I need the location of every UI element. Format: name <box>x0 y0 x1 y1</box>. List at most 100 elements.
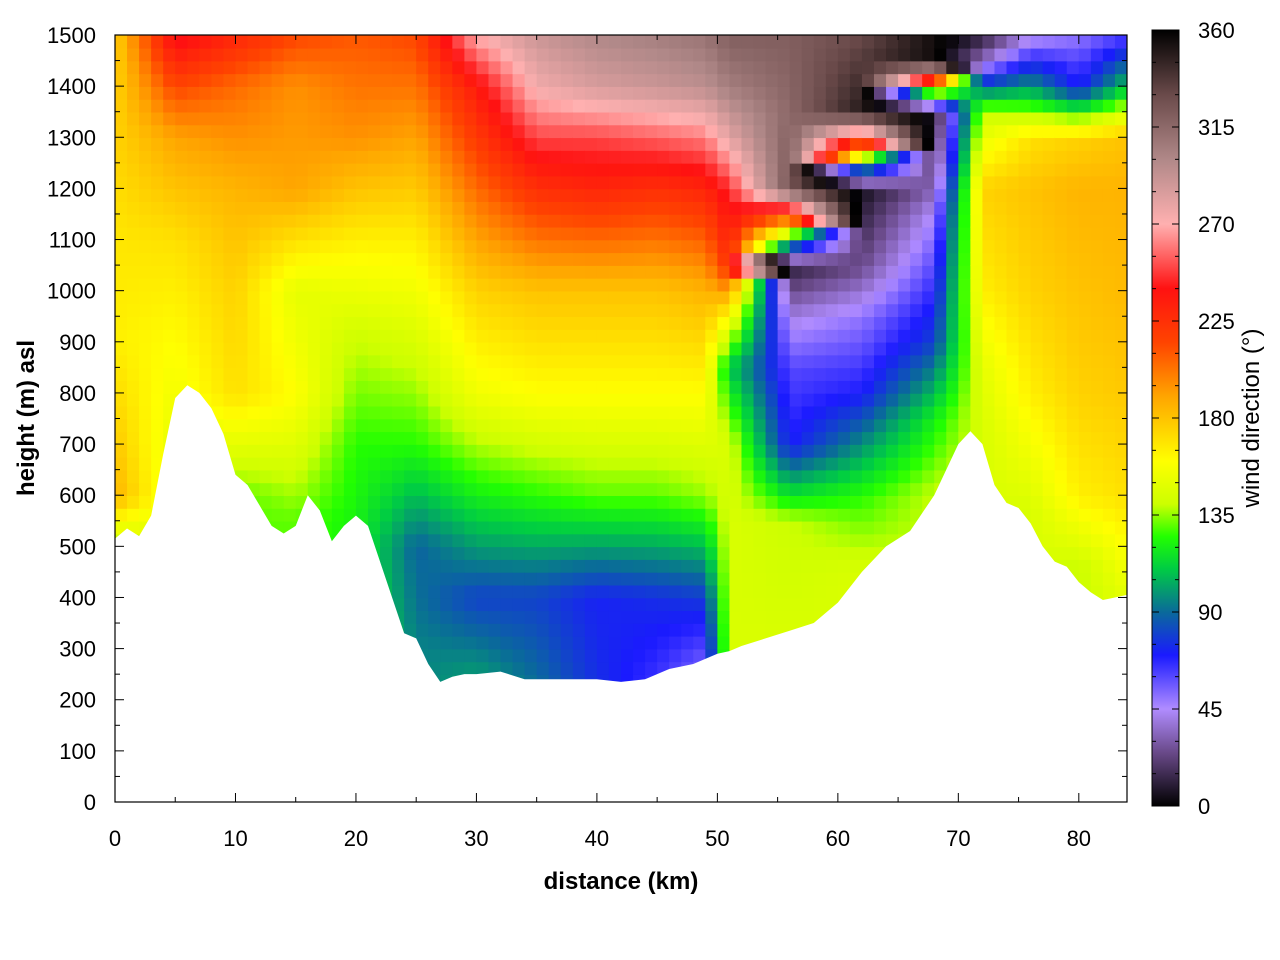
heat-cell <box>572 597 586 612</box>
heat-cell <box>283 431 297 445</box>
heat-cell <box>741 201 755 215</box>
heat-cell <box>861 201 875 215</box>
heat-cell <box>1030 392 1044 407</box>
heat-cell <box>837 277 851 292</box>
heat-cell <box>982 213 996 228</box>
heat-cell <box>560 47 574 62</box>
heat-cell <box>681 507 695 522</box>
heat-cell <box>211 35 225 49</box>
heat-cell <box>777 316 791 330</box>
heat-cell <box>946 354 960 369</box>
heat-cell <box>127 303 140 318</box>
heat-cell <box>307 418 321 433</box>
heat-cell <box>115 290 128 305</box>
heat-cell <box>837 456 851 471</box>
heat-cell <box>452 252 466 266</box>
heat-cell <box>849 392 863 407</box>
heat-cell <box>765 265 779 279</box>
heat-cell <box>922 469 936 484</box>
heat-cell <box>777 60 791 75</box>
heat-cell <box>621 507 634 522</box>
heat-cell <box>621 482 634 496</box>
heat-cell <box>741 290 755 305</box>
heat-cell <box>825 520 839 535</box>
heat-cell <box>789 418 803 433</box>
heat-cell <box>693 495 707 509</box>
heat-cell <box>343 316 357 330</box>
heat-cell <box>139 213 152 228</box>
heat-cell <box>898 482 911 496</box>
heat-cell <box>488 226 502 241</box>
heat-cell <box>837 290 851 305</box>
heat-cell <box>548 444 562 458</box>
heat-cell <box>741 584 755 599</box>
heat-cell <box>825 73 839 87</box>
heat-cell <box>886 341 899 356</box>
heat-cell <box>560 150 574 164</box>
heat-cell <box>440 392 454 407</box>
heat-cell <box>777 367 791 381</box>
heat-cell <box>849 431 863 445</box>
heat-cell <box>1042 175 1056 190</box>
heat-cell <box>380 265 393 279</box>
heat-cell <box>1066 546 1080 560</box>
heat-cell <box>452 213 466 228</box>
heat-cell <box>729 507 743 522</box>
heat-cell <box>536 354 550 369</box>
heat-cell <box>922 239 936 254</box>
heat-cell <box>934 124 948 139</box>
heat-cell <box>548 469 562 484</box>
heat-cell <box>464 303 478 318</box>
heat-cell <box>115 239 128 254</box>
heat-cell <box>584 380 598 394</box>
heat-cell <box>1090 392 1104 407</box>
heat-cell <box>392 520 405 535</box>
heat-cell <box>669 495 683 509</box>
heat-cell <box>669 137 683 151</box>
heat-cell <box>247 111 261 126</box>
heat-cell <box>464 635 478 650</box>
heat-cell <box>886 188 899 202</box>
heat-cell <box>1042 213 1056 228</box>
heat-cell <box>645 162 658 177</box>
heat-cell <box>801 303 815 318</box>
heat-cell <box>512 137 526 151</box>
heat-cell <box>1102 137 1116 151</box>
heat-cell <box>608 265 622 279</box>
heat-cell <box>681 35 695 49</box>
heat-cell <box>512 60 526 75</box>
heat-cell <box>211 303 225 318</box>
heat-cell <box>536 329 550 343</box>
heat-cell <box>440 86 454 100</box>
heat-cell <box>681 559 695 573</box>
heat-cell <box>753 213 767 228</box>
heat-cell <box>295 367 309 381</box>
heat-cell <box>608 418 622 433</box>
heat-cell <box>295 98 309 113</box>
heat-cell <box>1066 507 1080 522</box>
heat-cell <box>343 303 357 318</box>
heat-cell <box>717 265 731 279</box>
heat-cell <box>440 456 454 471</box>
heat-cell <box>187 73 201 87</box>
heat-cell <box>1030 213 1044 228</box>
heat-cell <box>1030 252 1044 266</box>
heat-cell <box>934 444 948 458</box>
heat-cell <box>440 623 454 637</box>
heat-cell <box>500 47 514 62</box>
heat-cell <box>139 265 152 279</box>
heat-cell <box>319 380 333 394</box>
heat-cell <box>1090 98 1104 113</box>
heat-cell <box>1018 111 1032 126</box>
heat-cell <box>681 533 695 548</box>
heat-cell <box>512 661 526 675</box>
heat-cell <box>319 162 333 177</box>
heat-cell <box>223 111 237 126</box>
heat-cell <box>777 392 791 407</box>
heat-cell <box>163 137 177 151</box>
heat-cell <box>548 648 562 663</box>
heat-cell <box>729 124 743 139</box>
heat-cell <box>741 60 755 75</box>
heat-cell <box>886 418 899 433</box>
heat-cell <box>958 137 972 151</box>
